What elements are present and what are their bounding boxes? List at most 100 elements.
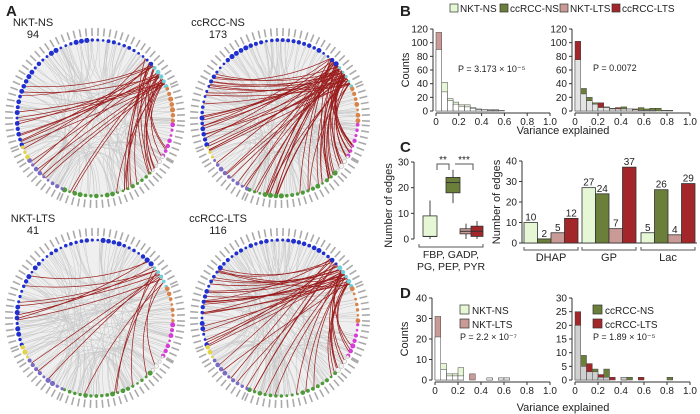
- node-label-mark: [333, 379, 340, 387]
- network-node: [334, 262, 338, 266]
- node-label-mark: [15, 75, 23, 81]
- network-node: [286, 38, 291, 43]
- node-label-mark: [10, 145, 19, 150]
- node-label-mark: [198, 153, 207, 159]
- network-node: [321, 182, 324, 185]
- background-edge: [42, 259, 80, 393]
- network-node: [26, 355, 29, 359]
- network-node: [101, 39, 105, 42]
- highlight-edge: [275, 61, 335, 196]
- network-node: [324, 178, 330, 183]
- background-edge: [46, 40, 99, 84]
- highlight-edge: [127, 63, 152, 189]
- background-edge: [26, 143, 95, 196]
- bar-value-label: 10: [525, 213, 537, 224]
- node-label-mark: [190, 128, 199, 132]
- histogram-bar-overlap: [447, 100, 454, 112]
- network-node: [132, 248, 136, 253]
- node-label-mark: [30, 175, 38, 183]
- highlight-edge: [337, 282, 352, 351]
- node-label-mark: [349, 69, 357, 76]
- network-node: [238, 248, 244, 253]
- network-node: [60, 387, 64, 391]
- node-label-mark: [64, 395, 70, 404]
- node-label-mark: [292, 198, 295, 208]
- histogram-bar-overlap: [597, 107, 604, 112]
- network-node: [291, 238, 297, 244]
- y-tick-label: 0: [561, 376, 567, 387]
- network-node: [355, 308, 360, 312]
- network-node: [158, 74, 164, 79]
- category-bracket: [581, 247, 637, 251]
- node-label-mark: [190, 328, 199, 332]
- x-tick-label: 1.0: [683, 117, 697, 128]
- node-label-mark: [13, 353, 22, 359]
- network-node: [147, 370, 153, 376]
- node-label-mark: [328, 383, 335, 391]
- x-tick-label: 0.8: [520, 386, 534, 397]
- network-node: [153, 266, 157, 270]
- network-node: [338, 66, 342, 70]
- node-label-mark: [149, 50, 156, 58]
- background-edge: [314, 115, 358, 167]
- background-edge: [84, 40, 142, 84]
- network-plot-nkt-ns: [5, 28, 185, 209]
- node-label-mark: [5, 310, 14, 314]
- node-label-mark: [8, 292, 17, 297]
- background-edge: [239, 51, 350, 154]
- node-label-mark: [176, 124, 185, 127]
- y-tick-label: 10: [556, 348, 568, 359]
- node-label-mark: [308, 194, 313, 203]
- node-label-mark: [169, 280, 178, 286]
- network-node: [335, 367, 341, 373]
- network-node: [131, 384, 135, 388]
- node-label-mark: [169, 80, 178, 86]
- network-node: [63, 243, 68, 248]
- network-node: [154, 164, 159, 168]
- network-node: [355, 118, 361, 124]
- network-node: [245, 387, 249, 391]
- background-edge: [21, 301, 172, 345]
- node-label-mark: [12, 80, 21, 86]
- node-label-mark: [249, 195, 255, 204]
- node-label-mark: [102, 228, 106, 237]
- network-node: [55, 384, 59, 388]
- node-label-mark: [287, 228, 291, 237]
- network-node: [306, 43, 312, 48]
- category-bracket: [640, 247, 696, 251]
- network-plot-ccrcc-ns: [190, 28, 370, 209]
- y-tick-label: 0: [422, 107, 428, 118]
- highlight-edge: [69, 71, 158, 193]
- background-edge: [263, 337, 354, 395]
- node-label-mark: [171, 346, 180, 351]
- highlight-edge: [21, 83, 166, 146]
- node-label-mark: [118, 196, 123, 205]
- y-tick-label: 40: [417, 79, 429, 90]
- network-node: [329, 375, 333, 379]
- network-node: [168, 333, 174, 338]
- highlight-edge: [201, 71, 344, 117]
- network-node: [336, 168, 340, 172]
- x-tick-label: 0: [572, 386, 578, 397]
- network-node: [227, 175, 231, 179]
- node-label-mark: [210, 59, 218, 66]
- node-label-mark: [175, 330, 185, 333]
- network-node: [165, 86, 170, 91]
- node-label-mark: [354, 80, 363, 86]
- network-node: [116, 241, 122, 247]
- y-tick-label: 40: [416, 294, 428, 305]
- node-label-mark: [334, 250, 341, 258]
- bar-ccrcc-ns-gp: [595, 193, 610, 244]
- histogram-bar-overlap: [486, 377, 493, 381]
- histogram-bar: [655, 108, 662, 112]
- network-node: [89, 394, 93, 398]
- network-node: [252, 190, 257, 194]
- network-node: [225, 258, 230, 263]
- highlight-edge: [204, 60, 334, 139]
- category-label: PG, PEP, PYR: [417, 261, 486, 273]
- network-node: [338, 363, 345, 369]
- y-tick-label: 10: [506, 218, 518, 229]
- node-label-mark: [124, 34, 130, 43]
- background-edge: [259, 242, 352, 351]
- highlight-edge: [211, 72, 344, 86]
